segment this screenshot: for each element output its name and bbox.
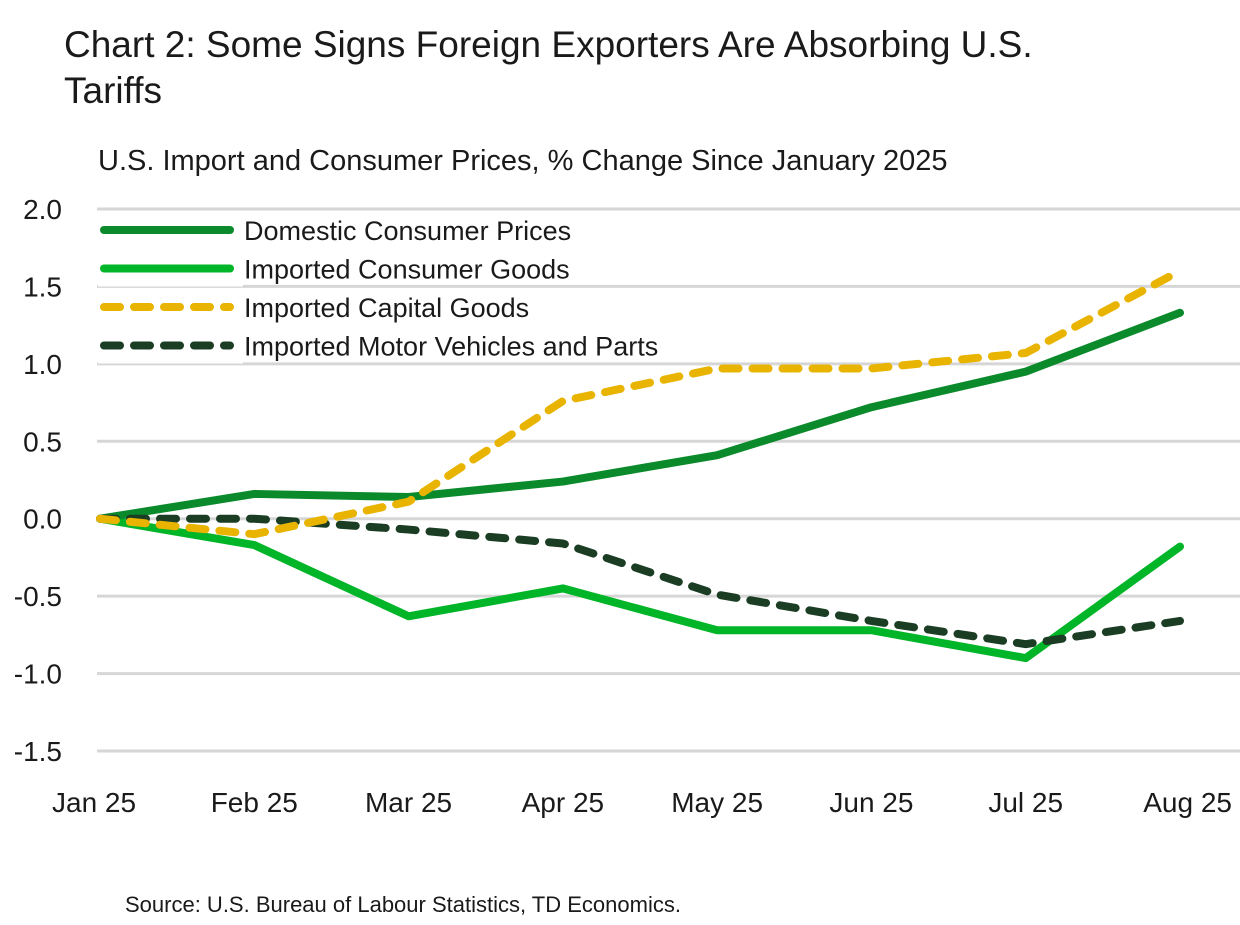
source-note: Source: U.S. Bureau of Labour Statistics… (125, 892, 681, 917)
chart-subtitle: U.S. Import and Consumer Prices, % Chang… (98, 145, 948, 177)
legend-label: Imported Capital Goods (244, 293, 529, 323)
legend-label: Domestic Consumer Prices (244, 216, 571, 246)
y-tick-label: -1.5 (14, 736, 62, 767)
series-line-imported-consumer-goods (96, 514, 1184, 663)
y-tick-label: 0.0 (23, 504, 62, 535)
x-tick-label: Jul 25 (988, 787, 1063, 818)
y-tick-label: -0.5 (14, 581, 62, 612)
series-line-domestic-consumer-prices (96, 308, 1184, 523)
y-tick-label: 1.0 (23, 349, 62, 380)
x-tick-label: Mar 25 (365, 787, 452, 818)
x-tick-label: May 25 (671, 787, 763, 818)
x-tick-label: Jan 25 (52, 787, 136, 818)
y-tick-label: 1.5 (23, 271, 62, 302)
chart-title: Chart 2: Some Signs Foreign Exporters Ar… (64, 24, 1033, 111)
y-tick-label: -1.0 (14, 659, 62, 690)
series-line-imported-motor-vehicles-and-parts (96, 514, 1184, 649)
x-tick-label: Aug 25 (1143, 787, 1232, 818)
y-tick-label: 0.5 (23, 426, 62, 457)
legend-label: Imported Motor Vehicles and Parts (244, 332, 658, 362)
series-line-imported-capital-goods (96, 266, 1184, 539)
x-tick-label: Feb 25 (211, 787, 298, 818)
legend-label: Imported Consumer Goods (244, 255, 570, 285)
x-tick-label: Jun 25 (829, 787, 913, 818)
x-tick-label: Apr 25 (522, 787, 605, 818)
y-tick-label: 2.0 (23, 194, 62, 225)
